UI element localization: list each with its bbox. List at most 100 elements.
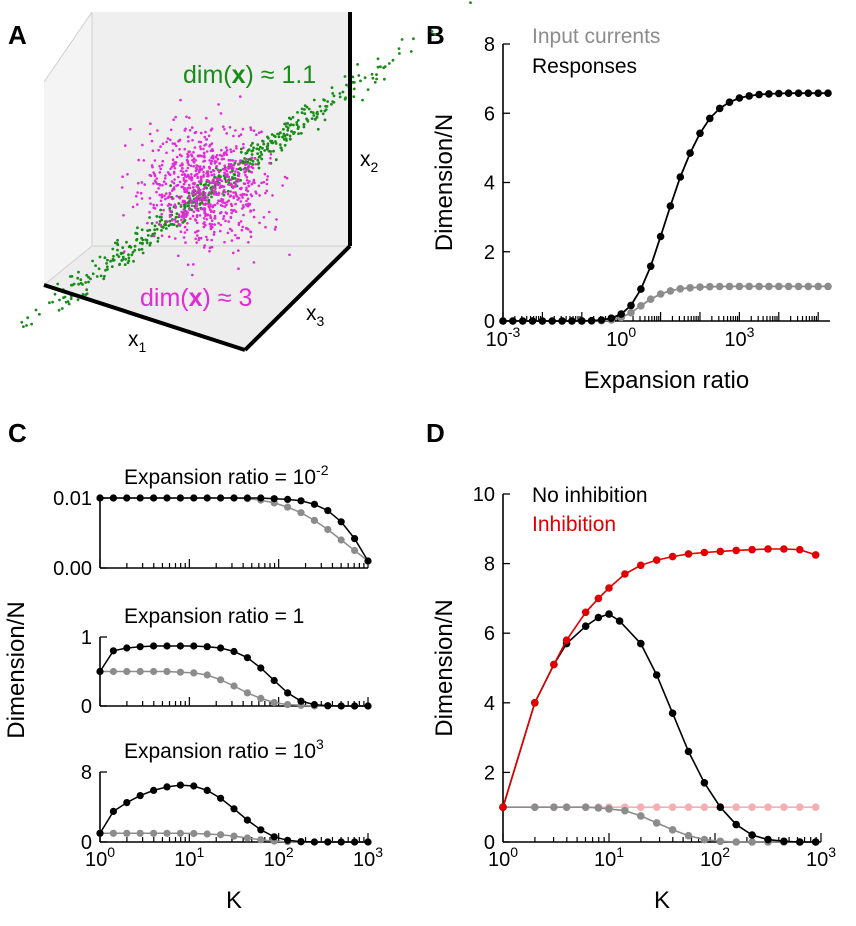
scatter-point [202, 246, 206, 249]
scatter-point [232, 167, 235, 170]
scatter-point [239, 147, 243, 151]
data-point [96, 829, 104, 837]
scatter-point [193, 192, 196, 195]
data-point [518, 317, 527, 325]
data-point [163, 642, 171, 650]
scatter-point [173, 218, 177, 221]
scatter-point [216, 202, 219, 205]
scatter-point [209, 170, 213, 174]
scatter-point [180, 210, 183, 214]
scatter-point [155, 215, 159, 218]
scatter-point [183, 204, 187, 208]
data-point [824, 89, 832, 97]
scatter-point [315, 112, 319, 115]
scatter-point [183, 190, 186, 193]
scatter-point [309, 110, 313, 114]
x-tick-label: 102 [264, 844, 294, 871]
scatter-point [281, 184, 284, 187]
data-point [637, 302, 645, 310]
data-point [217, 644, 225, 652]
data-point [96, 494, 104, 502]
scatter-point [148, 210, 151, 214]
series-line [502, 548, 816, 808]
data-point [203, 786, 211, 795]
y-axis-label: Dimension/N [3, 601, 30, 738]
scatter-point [188, 208, 191, 211]
box-edge [43, 11, 93, 83]
scatter-point [97, 267, 101, 271]
data-point [190, 669, 198, 677]
panel-c-chart-2: 0 1 Expansion ratio = 1 [81, 605, 372, 718]
scatter-point [94, 264, 97, 267]
scatter-point [326, 100, 329, 103]
scatter-point [303, 108, 306, 111]
scatter-point [99, 274, 103, 278]
scatter-point [146, 234, 150, 237]
scatter-point [129, 245, 133, 249]
scatter-point [226, 192, 230, 196]
scatter-point [202, 165, 206, 168]
data-point [230, 805, 238, 813]
data-point [243, 834, 251, 842]
data-point [243, 654, 251, 662]
data-point [136, 792, 144, 800]
data-point [123, 494, 131, 502]
data-point [804, 282, 813, 291]
scatter-point [307, 107, 311, 111]
scatter-point [174, 215, 178, 219]
scatter-point [210, 188, 214, 191]
scatter-point [207, 134, 211, 138]
scatter-point [260, 153, 264, 156]
scatter-point [343, 75, 347, 78]
scatter-point [182, 208, 186, 211]
data-point [796, 838, 804, 846]
scatter-point [251, 141, 254, 145]
data-point [715, 282, 724, 291]
scatter-point [234, 210, 238, 213]
scatter-point [212, 204, 215, 207]
scatter-point [202, 151, 206, 155]
scatter-point [25, 324, 28, 327]
scatter-point [159, 208, 163, 212]
scatter-point [252, 129, 256, 132]
scatter-point [257, 161, 261, 165]
scatter-point [257, 148, 261, 151]
green-dim-label: dim(x) ≈ 1.1 [183, 61, 316, 89]
scatter-point [87, 280, 90, 284]
scatter-point [324, 108, 328, 111]
scatter-point [284, 137, 288, 141]
scatter-point [202, 187, 205, 191]
data-point [700, 548, 709, 557]
scatter-point [123, 263, 127, 266]
scatter-point [84, 293, 87, 297]
scatter-point [279, 146, 283, 150]
scatter-point [186, 222, 189, 225]
scatter-point [292, 123, 295, 127]
scatter-point [153, 179, 157, 183]
scatter-point [265, 178, 269, 181]
scatter-point [186, 173, 190, 177]
scatter-point [173, 167, 177, 170]
scatter-point [223, 190, 227, 194]
data-point [270, 833, 278, 841]
scatter-point [221, 192, 224, 196]
scatter-point [120, 186, 124, 189]
scatter-point [186, 211, 189, 214]
scatter-point [274, 158, 278, 162]
scatter-point [180, 218, 183, 222]
scatter-point [204, 223, 207, 227]
scatter-point [214, 181, 217, 184]
scatter-point [220, 211, 223, 214]
data-point [764, 545, 772, 553]
scatter-point [319, 109, 323, 113]
y-tick-label: 0 [81, 696, 92, 718]
scatter-point [237, 172, 241, 175]
scatter-point [164, 197, 167, 201]
y-axis-label: Dimension/N [431, 599, 458, 736]
data-point [755, 90, 763, 99]
data-point [597, 316, 606, 324]
scatter-point [192, 186, 195, 189]
data-point [735, 94, 744, 102]
scatter-point [210, 195, 213, 199]
scatter-point [226, 231, 230, 235]
